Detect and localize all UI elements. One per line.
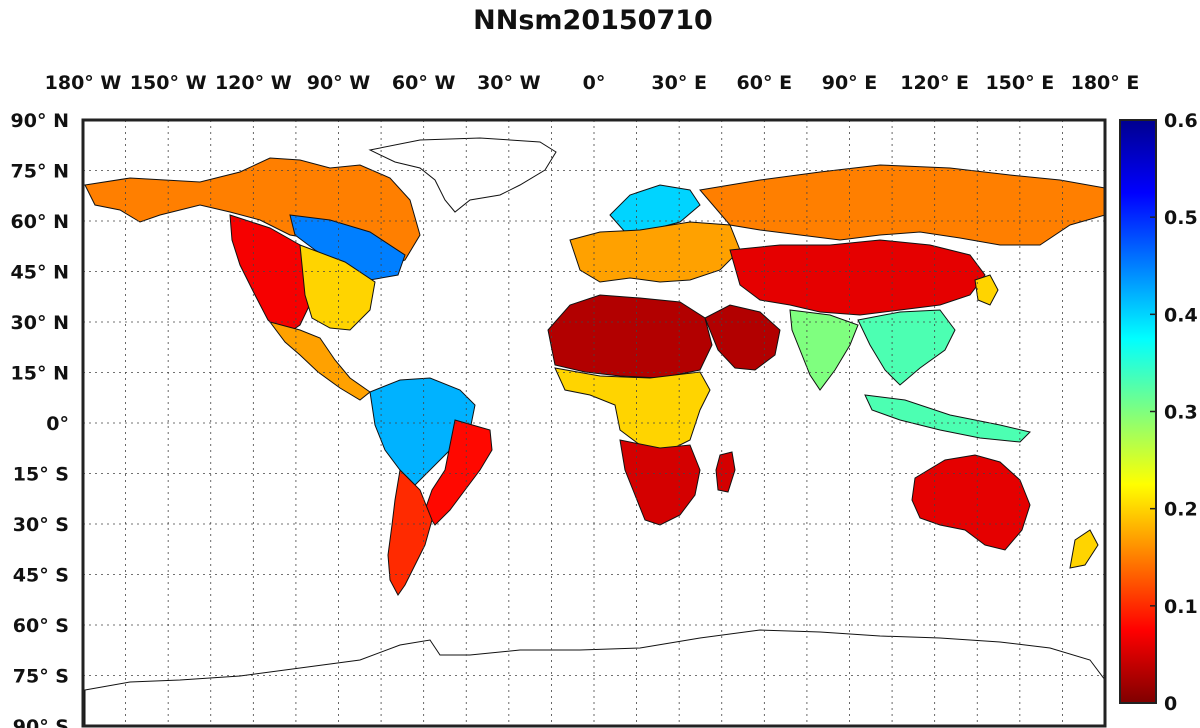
colorbar-tick-label: 0.4 — [1164, 304, 1198, 326]
longitude-label: 0° — [583, 72, 606, 94]
latitude-label: 45° N — [11, 262, 69, 284]
latitude-label: 30° S — [13, 514, 69, 536]
region-new-zealand — [1069, 529, 1099, 569]
colorbar-tick-label: 0.2 — [1164, 499, 1198, 521]
region-eastern-us — [299, 244, 376, 331]
region-sahara — [547, 294, 713, 379]
region-southern-africa — [619, 439, 701, 526]
antarctica-outline — [84, 629, 1105, 726]
longitude-labels: 180° W 150° W 120° W 90° W 60° W 30° W 0° 30° E… — [45, 72, 1140, 94]
longitude-label: 60° W — [392, 72, 456, 94]
colorbar-ticks: 0 0.1 0.2 0.3 0.4 0.5 0.6 — [1150, 110, 1198, 715]
longitude-label: 150° E — [985, 72, 1054, 94]
region-japan — [974, 274, 999, 306]
longitude-label: 60° E — [737, 72, 793, 94]
longitude-label: 150° W — [130, 72, 207, 94]
region-canada-east — [289, 214, 406, 281]
region-east-brazil — [424, 419, 493, 526]
longitude-label: 90° E — [822, 72, 878, 94]
longitude-label: 90° W — [307, 72, 371, 94]
region-australia — [911, 454, 1031, 551]
region-arabia — [704, 304, 781, 371]
latitude-label: 30° N — [11, 312, 69, 334]
latitude-label: 60° N — [11, 211, 69, 233]
latitude-label: 90° S — [13, 716, 69, 728]
longitude-label: 180° E — [1071, 72, 1140, 94]
greenland-outline — [368, 137, 557, 213]
colorbar-tick-label: 0 — [1164, 693, 1177, 715]
region-mexico — [268, 321, 371, 401]
longitude-label: 120° W — [215, 72, 292, 94]
latitude-label: 15° N — [11, 363, 69, 385]
latitude-label: 90° N — [11, 110, 69, 132]
latitude-label: 15° S — [13, 464, 69, 486]
graticule — [83, 120, 1105, 726]
region-argentina — [387, 468, 433, 596]
latitude-label: 45° S — [13, 565, 69, 587]
longitude-label: 30° W — [477, 72, 541, 94]
land-regions — [84, 137, 1105, 726]
latitude-label: 75° N — [11, 161, 69, 183]
latitude-label: 0° — [46, 413, 69, 435]
latitude-label: 60° S — [13, 615, 69, 637]
longitude-label: 180° W — [45, 72, 122, 94]
longitude-label: 30° E — [651, 72, 707, 94]
region-europe — [569, 221, 741, 283]
region-central-asia — [729, 239, 986, 316]
longitude-label: 120° E — [900, 72, 969, 94]
region-madagascar — [715, 451, 736, 493]
latitude-label: 75° S — [13, 666, 69, 688]
colorbar-tick-label: 0.6 — [1164, 110, 1198, 132]
colorbar-tick-label: 0.1 — [1164, 596, 1198, 618]
colorbar-tick-label: 0.5 — [1164, 207, 1198, 229]
map-frame — [81, 118, 1107, 728]
latitude-labels: 90° N 75° N 60° N 45° N 30° N 15° N 0° 15° S 30°… — [11, 110, 69, 728]
region-southeast-asia — [857, 309, 956, 386]
colorbar-tick-label: 0.3 — [1164, 402, 1198, 424]
map-title: NNsm20150710 — [473, 5, 713, 36]
